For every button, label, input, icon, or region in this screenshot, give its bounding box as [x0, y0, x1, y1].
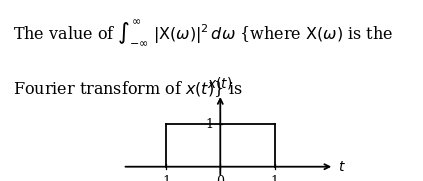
Text: 1: 1: [271, 175, 278, 181]
Text: $t$: $t$: [338, 160, 346, 174]
Text: -1: -1: [160, 175, 172, 181]
Text: 0: 0: [216, 175, 224, 181]
Text: 1: 1: [205, 117, 213, 131]
Text: Fourier transform of $x(t)$} is: Fourier transform of $x(t)$} is: [13, 79, 243, 99]
Text: The value of $\int_{-\infty}^{\infty}$ $|\mathrm{X}(\omega)|^2\,d\omega$ {where : The value of $\int_{-\infty}^{\infty}$ $…: [13, 18, 393, 48]
Text: $x(t)$: $x(t)$: [207, 75, 233, 91]
